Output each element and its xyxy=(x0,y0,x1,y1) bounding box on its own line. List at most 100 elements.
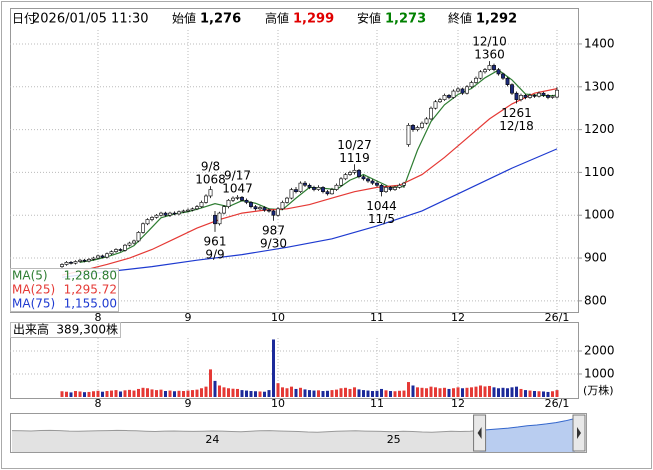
y-tick-label: 1000 xyxy=(584,208,615,222)
volume-bar xyxy=(236,388,239,397)
volume-bar xyxy=(303,389,307,397)
candle-body xyxy=(82,259,87,262)
candle-body xyxy=(357,169,361,177)
field-label: 安値 xyxy=(357,11,381,26)
candle-body xyxy=(402,182,406,186)
candle-body xyxy=(136,232,141,242)
volume-bar xyxy=(371,391,374,397)
annotation-value: 1360 xyxy=(474,48,505,62)
legend-name: MA(25) xyxy=(12,283,55,297)
price-panel xyxy=(10,8,579,313)
candle-body xyxy=(69,262,73,264)
annotation-value: 1044 xyxy=(366,199,397,213)
volume-bar xyxy=(249,391,253,397)
candle-body xyxy=(415,127,420,130)
candle-body xyxy=(492,65,496,70)
volume-bar xyxy=(168,390,172,397)
candle-body xyxy=(235,196,240,199)
candle-body xyxy=(312,187,316,190)
volume-bar xyxy=(438,388,442,397)
candle-body xyxy=(352,169,357,173)
field-value: 1,299 xyxy=(293,12,334,27)
candle-body xyxy=(456,88,460,92)
legend-value: 1,155.00 xyxy=(64,297,117,311)
candle-body xyxy=(429,107,433,120)
candle-body xyxy=(240,196,244,201)
candle-body xyxy=(537,92,541,97)
x-tick-label: 12 xyxy=(451,311,465,324)
candle-body xyxy=(528,95,532,98)
candle-body xyxy=(496,69,501,75)
volume-value: 389,300株 xyxy=(56,322,118,337)
volume-bar xyxy=(299,387,302,397)
volume-bar xyxy=(479,385,482,397)
legend-name: MA(5) xyxy=(12,269,48,283)
volume-bar xyxy=(456,387,460,397)
volume-bar xyxy=(461,388,464,397)
candle-body xyxy=(438,99,442,103)
candle-body xyxy=(366,178,370,182)
annotation-value: 1068 xyxy=(195,173,226,187)
y-tick-label: 1200 xyxy=(584,122,615,136)
candle-body xyxy=(87,259,91,262)
candle-body xyxy=(397,184,402,188)
annotation-value: 987 xyxy=(262,223,285,237)
candle-body xyxy=(172,212,177,215)
candle-body xyxy=(280,202,285,210)
y-tick-label: 2000 xyxy=(584,343,615,357)
volume-bar xyxy=(555,390,559,397)
volume-bar xyxy=(69,392,73,397)
volume-bar xyxy=(317,390,320,397)
x-tick-label: 10 xyxy=(271,311,285,324)
volume-bar xyxy=(240,390,244,397)
volume-bar xyxy=(429,386,433,397)
volume-bar xyxy=(195,389,199,397)
candle-body xyxy=(96,255,100,259)
candle-body xyxy=(289,189,294,199)
candle-body xyxy=(303,182,307,186)
candle-body xyxy=(253,206,258,210)
volume-bar xyxy=(335,389,338,397)
candle-body xyxy=(222,206,226,214)
volume-bar xyxy=(182,391,185,397)
volume-bar xyxy=(330,390,334,397)
volume-bar xyxy=(407,382,410,397)
volume-bar xyxy=(294,388,298,397)
x-tick-label: 9 xyxy=(185,311,192,324)
volume-bar xyxy=(375,390,379,397)
annotation-date: 9/30 xyxy=(260,236,287,250)
candle-body xyxy=(123,244,127,251)
candle-body xyxy=(546,95,550,98)
volume-bar xyxy=(83,392,86,397)
ma-line xyxy=(61,148,558,278)
volume-bar xyxy=(398,390,401,397)
volume-bar xyxy=(447,388,451,397)
candle-body xyxy=(321,187,325,192)
volume-bar xyxy=(87,391,91,397)
volume-bar xyxy=(497,388,500,397)
candle-body xyxy=(474,77,478,83)
candle-body xyxy=(510,84,514,94)
volume-bar xyxy=(411,385,415,397)
candle-body xyxy=(316,187,321,190)
volume-bar xyxy=(141,387,145,397)
candle-body xyxy=(226,199,231,207)
candle-body xyxy=(78,259,82,262)
legend-name: MA(75) xyxy=(12,297,55,311)
candle-body xyxy=(105,253,109,258)
volume-bar xyxy=(519,388,523,397)
volume-bar xyxy=(204,386,208,397)
candle-body xyxy=(231,197,235,201)
volume-bar xyxy=(312,390,316,397)
volume-bar xyxy=(510,387,514,397)
x-tick-label: 8 xyxy=(95,311,102,324)
candle-body xyxy=(501,73,505,79)
candle-body xyxy=(154,214,159,218)
volume-bar xyxy=(200,388,203,397)
candle-body xyxy=(181,210,186,213)
volume-bar xyxy=(146,388,149,397)
candle-body xyxy=(262,207,267,211)
annotation-date: 12/10 xyxy=(472,35,507,49)
annotation-value: 961 xyxy=(204,234,227,248)
volume-bar xyxy=(344,387,347,397)
